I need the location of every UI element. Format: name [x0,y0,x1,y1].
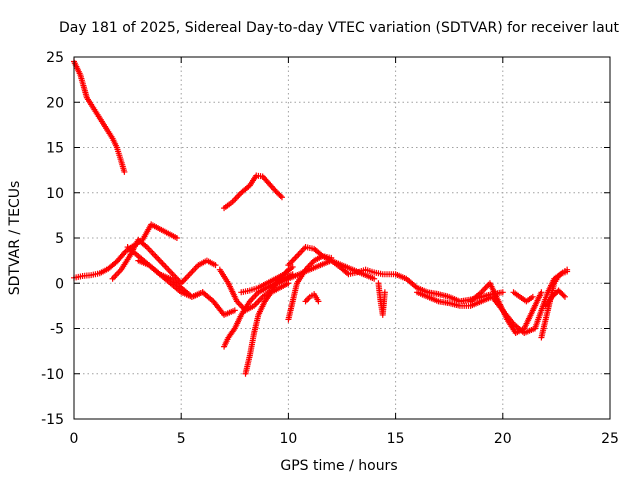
axis-ticks: 0 5 10 15 20 25 -15 -10 -5 0 5 10 15 20 25 [41,50,619,447]
series-arc-j [238,263,296,296]
x-tick-label: 5 [177,431,186,447]
data-point-marker [277,193,284,200]
y-tick-label: 25 [46,50,64,66]
x-tick-label: 20 [494,431,512,447]
data-point-marker [529,293,536,300]
data-point-marker [328,254,335,261]
series-arc-r [467,280,545,337]
y-tick-label: 10 [46,186,64,202]
data-point-marker [561,293,568,300]
y-tick-label: 5 [55,231,64,247]
data-point-marker [560,292,567,299]
x-axis-label: GPS time / hours [280,458,397,474]
series-arc-s [510,289,536,305]
y-tick-label: 20 [46,95,64,111]
y-tick-label: -10 [41,367,64,383]
x-tick-label: 0 [70,431,79,447]
data-point-marker [289,263,296,270]
data-point-marker [315,298,322,305]
data-point-marker [371,275,378,282]
y-axis-label: SDTVAR / TECUs [7,181,23,296]
chart-title: Day 181 of 2025, Sidereal Day-to-day VTE… [59,20,620,36]
data-series [71,58,571,377]
series-arc-b [221,172,285,212]
data-point-marker [212,262,219,269]
series-arc-m [285,253,335,323]
series-arc-u [531,268,571,332]
y-tick-label: 15 [46,141,64,157]
y-tick-label: -15 [41,412,64,428]
data-point-marker [538,289,545,296]
data-point-marker [121,168,128,175]
series-arc-a [71,58,128,175]
y-tick-label: -5 [50,322,64,338]
x-tick-label: 25 [601,431,619,447]
data-point-marker [231,307,238,314]
y-tick-label: 0 [55,276,64,292]
data-point-marker [564,268,571,275]
series-arc-n [302,291,322,305]
series-arc-o [375,280,388,318]
data-point-marker [381,289,388,296]
series-arc-l [274,257,378,287]
data-point-marker [278,194,285,201]
x-tick-label: 15 [387,431,405,447]
data-point-marker [173,235,180,241]
series-arc-f [135,257,238,318]
x-tick-label: 10 [279,431,297,447]
series-arc-i [242,280,292,377]
data-point-marker [499,289,506,296]
series-arc-v [542,287,568,309]
